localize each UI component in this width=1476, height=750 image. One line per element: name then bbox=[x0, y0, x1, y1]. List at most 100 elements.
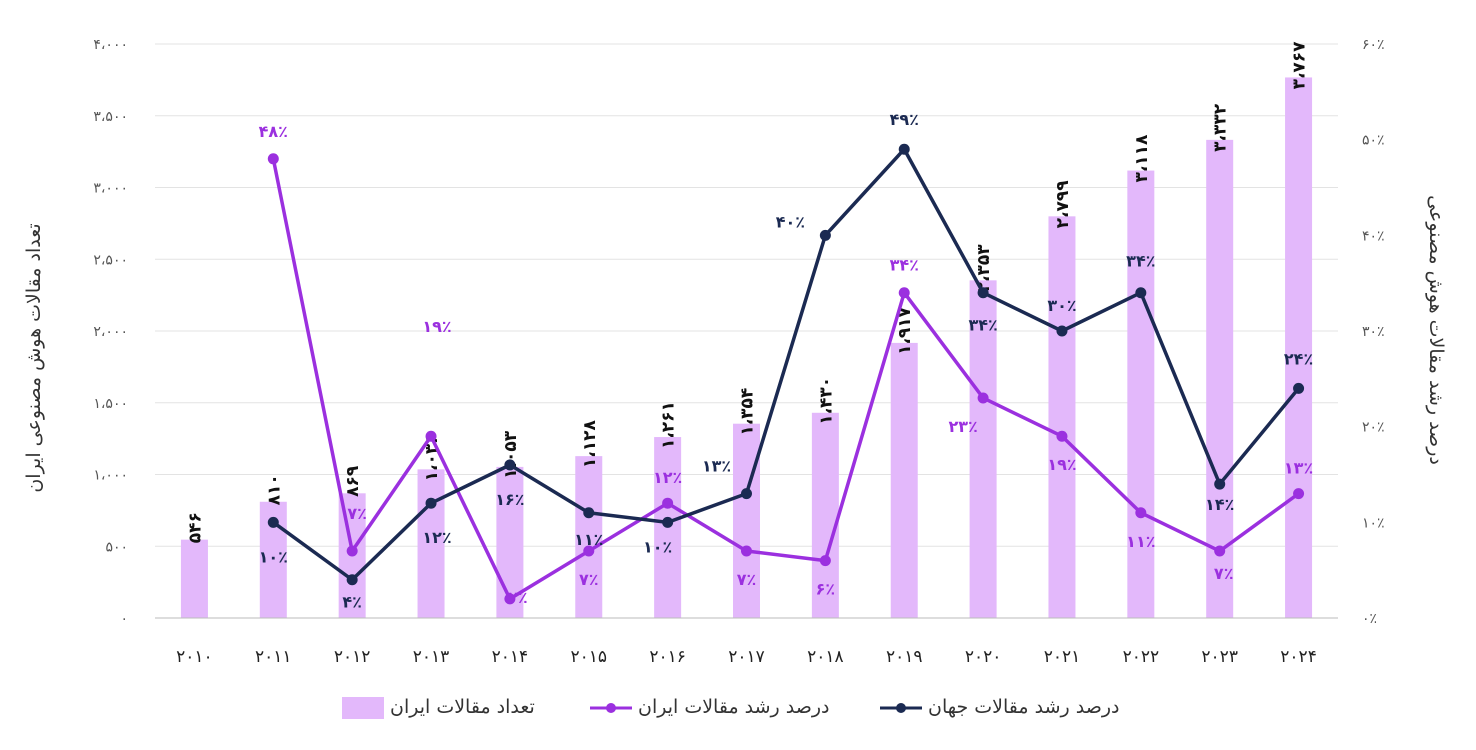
series-point bbox=[819, 555, 831, 567]
bar-data-label: ۲،۷۹۹ bbox=[1053, 180, 1073, 229]
series-point bbox=[1293, 488, 1305, 500]
bar-data-label: ۱،۴۳۰ bbox=[816, 377, 836, 425]
y-left-tick-label: ۳،۰۰۰ bbox=[93, 181, 128, 197]
series-data-label: ۱۰٪ bbox=[643, 537, 672, 556]
bar bbox=[1127, 170, 1155, 618]
bar bbox=[1048, 216, 1076, 618]
series-point bbox=[267, 153, 279, 165]
y-left-axis-title: تعداد مقالات هوش مصنوعی ایران bbox=[23, 223, 45, 492]
legend-label-iran-count: تعداد مقالات ایران bbox=[390, 696, 535, 718]
series-data-label: ۱۳٪ bbox=[702, 457, 731, 476]
series-point bbox=[583, 507, 595, 519]
legend-marker-world-growth bbox=[896, 703, 906, 713]
y-right-tick-label: ۱۰٪ bbox=[1362, 515, 1385, 531]
x-tick-label: ۲۰۱۱ bbox=[255, 647, 292, 667]
y-right-tick-label: ۲۰٪ bbox=[1362, 420, 1385, 436]
series-data-label: ۴۰٪ bbox=[776, 212, 805, 231]
bar bbox=[575, 456, 603, 618]
bar-data-label: ۳،۷۶۷ bbox=[1290, 41, 1310, 90]
y-right-tick-label: ۰٪ bbox=[1362, 611, 1377, 627]
bar-data-label: ۲،۳۵۳ bbox=[974, 244, 994, 293]
series-data-label: ۳۴٪ bbox=[890, 256, 919, 275]
y-left-tick-label: ۱،۰۰۰ bbox=[93, 468, 128, 484]
iran-growth-line: ۴۸٪ ۷٪ ۱۹٪ ۲٪ ۷٪ ۱۲٪ ۷٪ ۶٪ ۳۴٪ ۲۳٪ ۱۹٪ ۱۱٪ ۷٪ ۱۳٪ bbox=[259, 122, 1314, 607]
y-left-tick-label: ۲،۰۰۰ bbox=[93, 324, 128, 340]
legend-swatch-iran-count bbox=[342, 697, 384, 719]
y-left-tick-label: ۴،۰۰۰ bbox=[93, 37, 128, 53]
x-tick-label: ۲۰۲۱ bbox=[1044, 647, 1081, 667]
series-point bbox=[1135, 287, 1147, 299]
series-data-label: ۷٪ bbox=[1214, 564, 1234, 583]
series-point bbox=[1214, 478, 1226, 490]
x-tick-label: ۲۰۱۵ bbox=[571, 647, 608, 667]
bar-data-label: ۸۶۹ bbox=[343, 465, 363, 497]
series-point bbox=[898, 287, 910, 299]
x-tick-label: ۲۰۱۰ bbox=[176, 647, 213, 667]
series-point bbox=[1214, 545, 1226, 557]
series-point bbox=[1293, 382, 1305, 394]
series-point bbox=[898, 143, 910, 155]
series-line bbox=[272, 147, 1300, 582]
x-tick-label: ۲۰۱۸ bbox=[807, 647, 844, 667]
bar-data-label: ۵۴۶ bbox=[185, 512, 205, 543]
legend: تعداد مقالات ایران درصد رشد مقالات ایران… bbox=[342, 696, 1119, 719]
series-data-label: ۳۴٪ bbox=[1126, 252, 1155, 271]
bar-data-label: ۳،۱۱۸ bbox=[1132, 134, 1152, 183]
series-data-label: ۱۱٪ bbox=[1126, 532, 1155, 551]
x-tick-label: ۲۰۱۲ bbox=[334, 647, 371, 667]
y-right-tick-label: ۳۰٪ bbox=[1362, 324, 1385, 340]
axes: ۰ ۵۰۰ ۱،۰۰۰ ۱،۵۰۰ ۲،۰۰۰ ۲،۵۰۰ ۳،۰۰۰ ۳،۵۰۰ ۴،۰۰۰ ۰… bbox=[93, 37, 1384, 667]
series-data-label: ۱۱٪ bbox=[574, 530, 603, 549]
series-data-label: ۳۰٪ bbox=[1047, 296, 1076, 315]
y-right-axis-title: درصد رشد مقالات هوش مصنوعی bbox=[1425, 195, 1447, 465]
x-tick-label: ۲۰۲۴ bbox=[1280, 647, 1317, 667]
series-data-label: ۱۶٪ bbox=[495, 490, 524, 509]
y-left-tick-label: ۳،۵۰۰ bbox=[93, 109, 128, 125]
legend-label-world-growth: درصد رشد مقالات جهان bbox=[928, 696, 1119, 718]
series-data-label: ۷٪ bbox=[579, 570, 599, 589]
series-data-label: ۱۳٪ bbox=[1284, 459, 1313, 478]
bar bbox=[180, 539, 208, 618]
series-point bbox=[977, 392, 989, 404]
series-data-label: ۷٪ bbox=[737, 570, 757, 589]
series-data-label: ۱۹٪ bbox=[1047, 455, 1076, 474]
x-tick-label: ۲۰۱۴ bbox=[492, 647, 529, 667]
bar-data-label: ۱،۹۱۷ bbox=[895, 306, 915, 355]
series-point bbox=[583, 545, 595, 557]
y-left-tick-label: ۲،۵۰۰ bbox=[93, 252, 128, 268]
bar-data-label: ۱،۱۲۸ bbox=[580, 420, 600, 469]
y-right-tick-label: ۴۰٪ bbox=[1362, 228, 1385, 244]
bar bbox=[1206, 139, 1234, 618]
bar-data-label: ۸۱۰ bbox=[264, 474, 284, 505]
series-point bbox=[662, 497, 674, 509]
x-tick-label: ۲۰۱۶ bbox=[649, 647, 686, 667]
series-data-label: ۱۲٪ bbox=[422, 528, 451, 547]
series-point bbox=[1056, 430, 1068, 442]
series-point bbox=[425, 497, 437, 509]
series-point bbox=[1135, 507, 1147, 519]
series-point bbox=[346, 574, 358, 586]
series-data-label: ۲٪ bbox=[508, 588, 528, 607]
series-point bbox=[977, 287, 989, 299]
series-point bbox=[425, 430, 437, 442]
bar-data-label: ۱،۳۵۴ bbox=[738, 388, 758, 436]
bar-data-label: ۳،۳۳۲ bbox=[1211, 103, 1231, 152]
x-tick-label: ۲۰۱۷ bbox=[728, 647, 765, 667]
series-data-label: ۱۹٪ bbox=[422, 317, 451, 336]
world-growth-line: ۱۰٪ ۴٪ ۱۲٪ ۱۶٪ ۱۱٪ ۱۰٪ ۱۳٪ ۴۰٪ ۴۹٪ ۳۴٪ ۳۰٪ ۳۴٪ ۱۴٪ ۲۴… bbox=[259, 110, 1314, 612]
series-point bbox=[346, 545, 358, 557]
legend-marker-iran-growth bbox=[606, 703, 616, 713]
series-data-label: ۳۴٪ bbox=[968, 316, 997, 335]
series-point bbox=[819, 229, 831, 241]
bar-data-label: ۱،۲۶۱ bbox=[659, 401, 679, 449]
x-tick-label: ۲۰۲۳ bbox=[1201, 647, 1238, 667]
series-point bbox=[504, 593, 516, 605]
series-point bbox=[267, 516, 279, 528]
x-tick-label: ۲۰۱۳ bbox=[413, 647, 450, 667]
x-tick-label: ۲۰۲۰ bbox=[965, 647, 1002, 667]
series-data-label: ۴۸٪ bbox=[259, 122, 288, 141]
series-data-label: ۴۹٪ bbox=[890, 110, 919, 129]
series-data-label: ۲۳٪ bbox=[948, 417, 977, 436]
x-tick-label: ۲۰۲۲ bbox=[1123, 647, 1160, 667]
